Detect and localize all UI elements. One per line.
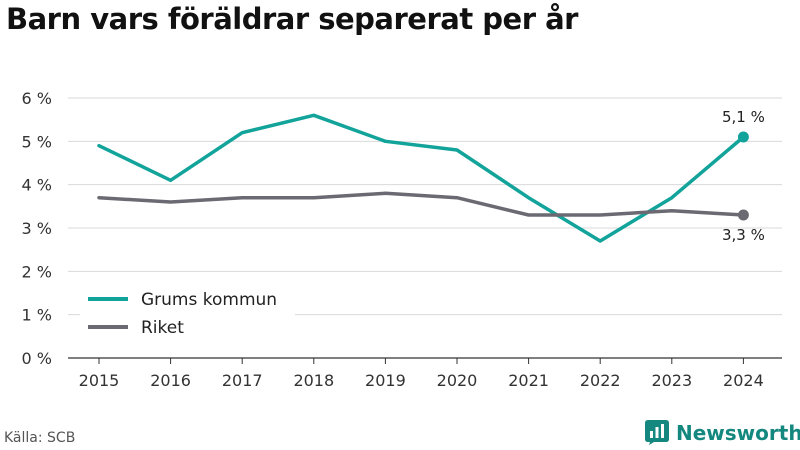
end-value-label: 3,3 % (722, 226, 765, 244)
x-tick-label: 2015 (79, 371, 120, 390)
y-tick-label: 1 % (22, 306, 52, 325)
gridlines (68, 97, 782, 316)
brand-logo: Newsworthy (645, 420, 800, 445)
y-tick-label: 0 % (22, 349, 52, 368)
legend-label: Riket (141, 318, 184, 338)
brand-name: Newsworthy (676, 420, 800, 445)
series-lines (97, 113, 746, 243)
x-tick-label: 2019 (365, 371, 406, 390)
source-note: Källa: SCB (4, 430, 76, 446)
x-tick-label: 2021 (508, 371, 549, 390)
series-end-markers: 5,1 % 3,3 % (722, 108, 765, 244)
y-tick-label: 4 % (22, 176, 52, 195)
x-axis: 2015 2016 2017 2018 2019 2020 2021 2022 2023 2024 (68, 357, 782, 390)
y-tick-label: 2 % (22, 262, 52, 281)
newsworthy-logo-icon (645, 420, 669, 445)
x-tick-label: 2020 (437, 371, 478, 390)
x-tick-label: 2017 (222, 371, 263, 390)
chart-title: Barn vars föräldrar separerat per år (6, 2, 578, 36)
y-tick-label: 6 % (22, 89, 52, 108)
legend-background (80, 283, 295, 343)
y-axis-tick-labels: 0 % 1 % 2 % 3 % 4 % 5 % 6 % (22, 89, 52, 368)
x-tick-label: 2024 (723, 371, 764, 390)
end-value-label: 5,1 % (722, 108, 765, 126)
legend-label: Grums kommun (141, 290, 277, 310)
end-marker (737, 209, 749, 221)
series-line-riket (97, 191, 746, 217)
end-marker (737, 131, 749, 143)
x-tick-label: 2016 (150, 371, 191, 390)
legend: Grums kommun Riket (88, 290, 277, 338)
y-tick-label: 3 % (22, 219, 52, 238)
x-tick-label: 2018 (293, 371, 334, 390)
series-line-grums-kommun (97, 113, 746, 243)
legend-box (80, 283, 295, 343)
x-tick-label: 2023 (651, 371, 692, 390)
x-tick-label: 2022 (580, 371, 621, 390)
y-tick-label: 5 % (22, 132, 52, 151)
